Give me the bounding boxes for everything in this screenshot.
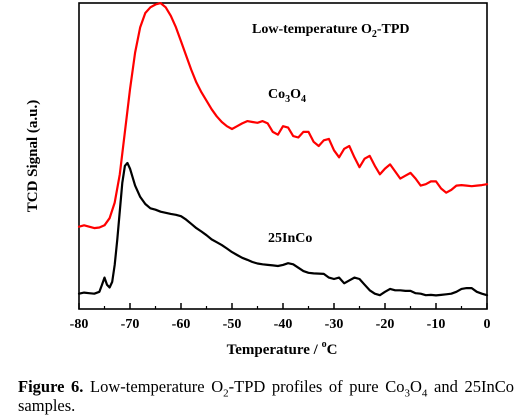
x-tick-label: -20 [376,317,395,332]
x-tick-label: -30 [325,317,344,332]
curves [77,2,489,297]
caption-text-mid: -TPD profiles of pure [228,377,386,396]
y-axis-label: TCD Signal (a.u.) [25,100,41,213]
x-tick-label: -60 [172,317,191,332]
figure-label: Figure 6. [18,377,84,396]
x-axis-tick-labels: -80 -70 -60 -50 -40 -30 -20 -10 0 [70,317,491,332]
x-axis-ticks [78,303,488,309]
series-label-co3o4: Co3O4 [268,87,306,105]
x-tick-label: -80 [70,317,89,332]
x-tick-label: -50 [223,317,242,332]
figure-caption: Figure 6. Low-temperature O2-TPD profile… [18,377,514,415]
series-line-co3o4 [77,2,489,230]
chart-title: Low-temperature O2-TPD [252,22,410,40]
x-tick-label: -40 [274,317,293,332]
caption-text-before: Low-temperature O [83,377,224,396]
x-tick-label: -70 [121,317,140,332]
caption-text-after: and 25InCo samples. [18,377,514,415]
series-label-25inco: 25InCo [268,231,312,246]
caption-formula: Co3O4 [385,377,428,400]
tpd-chart: -80 -70 -60 -50 -40 -30 -20 -10 0 Low-temperatur… [25,2,491,358]
x-tick-label: -10 [427,317,446,332]
plot-frame [78,2,488,310]
series-line-25inco [77,161,489,297]
caption-sub-2: 2 [223,387,229,400]
x-axis-label: Temperature / oC [227,339,338,358]
x-tick-label: 0 [484,317,491,332]
